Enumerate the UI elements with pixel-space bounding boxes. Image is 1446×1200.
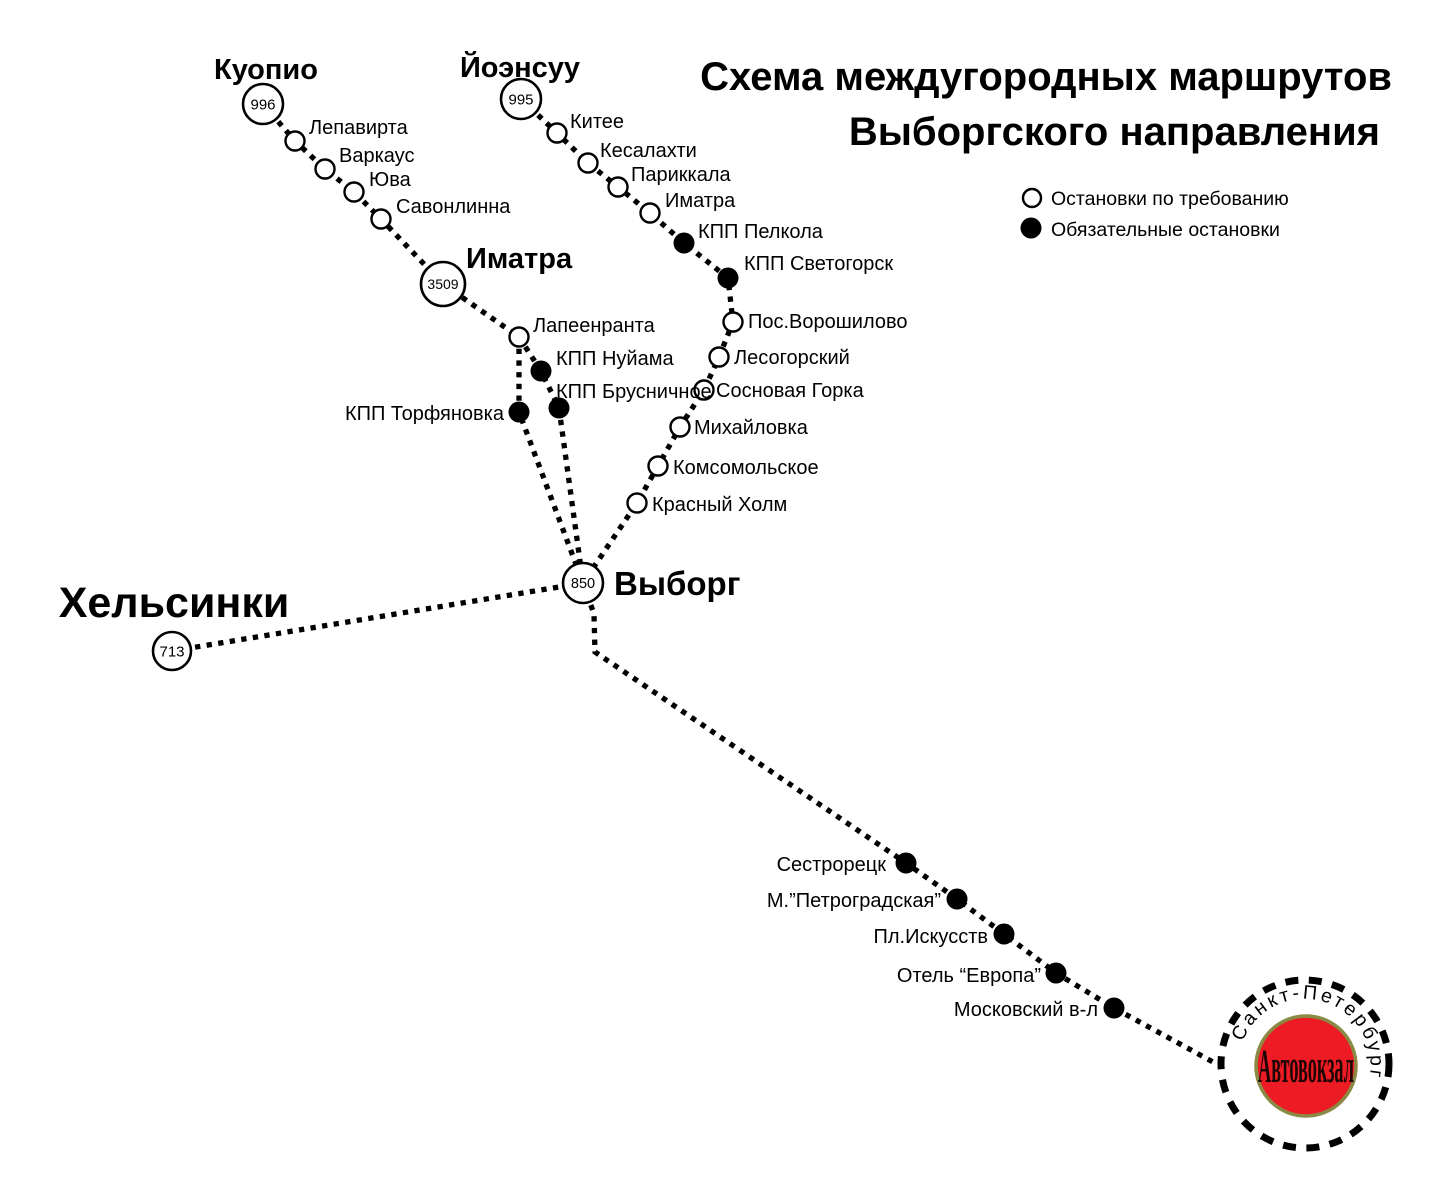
- spb-terminal-logo: Санкт-Петербург Автовокзал: [1217, 976, 1393, 1152]
- stop-kpp-nuijamaa: [530, 360, 552, 382]
- spb-dashed-circle-icon: [1217, 976, 1393, 1152]
- stop-label-m-petrogradskaya: М.”Петроградская”: [767, 890, 941, 912]
- spb-red-circle-icon: [1254, 1014, 1358, 1118]
- hub-kuopio: [241, 82, 285, 126]
- stop-krasny-kholm: [626, 492, 648, 514]
- stop-kpp-torfyanovka: [508, 401, 530, 423]
- stop-label-komsomolskoye: Комсомольское: [673, 457, 819, 479]
- stop-pos-voroshilovo: [722, 311, 744, 333]
- stop-komsomolskoye: [647, 455, 669, 477]
- stop-label-kesalahti: Кесалахти: [600, 140, 697, 162]
- route-joensuu-vyborg: [519, 97, 736, 585]
- stop-label-lesogorskiy: Лесогорский: [734, 347, 850, 369]
- stop-label-mikhailovka: Михайловка: [694, 417, 809, 439]
- stop-label-savonlinna: Савонлинна: [396, 196, 511, 218]
- stop-label-parikkala: Париккала: [631, 164, 732, 186]
- hub-label-joensuu: Йоэнсуу: [460, 50, 580, 84]
- stop-label-moskovsky-vl: Московский в-л: [954, 999, 1098, 1021]
- hub-number-imatra: 3509: [427, 276, 458, 292]
- hub-number-joensuu: 995: [508, 91, 533, 108]
- route-lappeenranta-nuijamaa-vyborg: [516, 335, 586, 584]
- legend: Остановки по требованию Обязательные ост…: [1020, 187, 1289, 241]
- stop-varkaus: [314, 158, 336, 180]
- stop-moskovsky-vl: [1103, 997, 1125, 1019]
- stop-label-imatra-stop: Иматра: [665, 190, 736, 212]
- hubs-layer: 996 Куопио 995 Йоэнсуу 3509 Иматра 713 Хельсинк…: [59, 50, 740, 672]
- stop-imatra-stop: [639, 202, 661, 224]
- stop-label-varkaus: Варкаус: [339, 145, 414, 167]
- stop-lesogorskiy: [708, 346, 730, 368]
- route-kuopio-imatra: [260, 102, 445, 286]
- hub-helsinki: [151, 630, 193, 672]
- stop-label-lappeenranta: Лапеенранта: [533, 315, 656, 337]
- stop-kesalahti: [577, 152, 599, 174]
- stop-parikkala: [607, 176, 629, 198]
- stop-label-juva: Юва: [369, 169, 412, 191]
- stop-label-kpp-brusnichnoye: КПП Брусничное: [556, 381, 712, 403]
- stop-label-krasny-kholm: Красный Холм: [652, 494, 787, 516]
- legend-request-stop-icon: [1021, 187, 1043, 209]
- stop-juva: [343, 181, 365, 203]
- legend-required-stop-icon: [1020, 217, 1042, 239]
- stop-label-pl-iskusstv: Пл.Искусств: [873, 926, 988, 948]
- hub-imatra: [419, 260, 467, 308]
- hub-label-imatra: Иматра: [466, 243, 573, 275]
- stop-m-petrogradskaya: [946, 888, 968, 910]
- stop-mikhailovka: [669, 416, 691, 438]
- hub-label-vyborg: Выборг: [614, 565, 740, 602]
- stop-label-lepavirta: Лепавирта: [309, 117, 409, 139]
- stop-lappeenranta: [508, 326, 530, 348]
- legend-required-label: Обязательные остановки: [1051, 219, 1280, 241]
- spb-terminal-name: Автовокзал: [1258, 1040, 1354, 1093]
- stop-lepavirta: [284, 130, 306, 152]
- stop-label-kpp-svetogorsk: КПП Светогорск: [744, 253, 893, 275]
- stop-label-pos-voroshilovo: Пос.Ворошилово: [748, 311, 908, 333]
- legend-request-label: Остановки по требованию: [1051, 188, 1289, 210]
- hub-number-vyborg: 850: [571, 576, 595, 592]
- hub-label-helsinki: Хельсинки: [59, 579, 290, 627]
- stop-otel-evropa: [1045, 962, 1067, 984]
- stop-label-kitee: Китее: [570, 111, 624, 133]
- stop-savonlinna: [370, 208, 392, 230]
- hub-label-kuopio: Куопио: [214, 54, 318, 86]
- hub-vyborg: [561, 561, 605, 605]
- map-title-line1: Схема междугородных маршрутов: [700, 55, 1392, 99]
- stop-kitee: [546, 122, 568, 144]
- stop-label-sestroretsk: Сестрорецк: [777, 854, 887, 876]
- hub-number-kuopio: 996: [250, 96, 275, 113]
- route-vyborg-spb: [580, 582, 1215, 1065]
- stop-label-sosnovaya-gorka: Сосновая Горка: [716, 380, 865, 402]
- stop-label-otel-evropa: Отель “Европа”: [897, 965, 1041, 987]
- stop-label-kpp-pelkola: КПП Пелкола: [698, 221, 824, 243]
- hub-number-helsinki: 713: [159, 643, 184, 660]
- stop-label-kpp-nuijamaa: КПП Нуйама: [556, 348, 674, 370]
- stop-pl-iskusstv: [993, 923, 1015, 945]
- stop-sosnovaya-gorka: [693, 379, 715, 401]
- stop-kpp-brusnichnoye: [548, 397, 570, 419]
- stop-sestroretsk: [895, 852, 917, 874]
- stop-label-kpp-torfyanovka: КПП Торфяновка: [345, 403, 505, 425]
- map-title-line2: Выборгского направления: [849, 110, 1380, 154]
- hub-joensuu: [499, 77, 543, 121]
- stop-kpp-pelkola: [673, 232, 695, 254]
- stop-kpp-svetogorsk: [717, 267, 739, 289]
